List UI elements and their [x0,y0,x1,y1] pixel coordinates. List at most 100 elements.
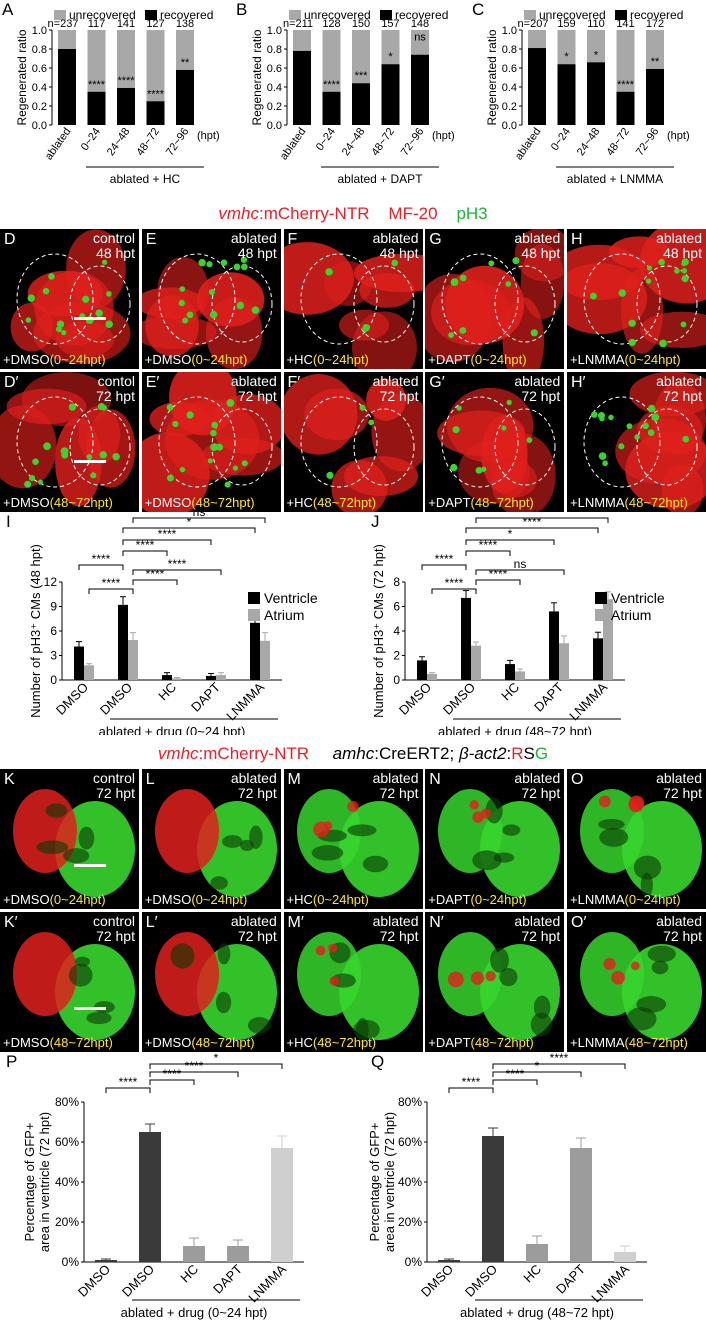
y-tick-label: 0.6 [267,63,282,75]
x-tick-label: DAPT [210,1261,245,1296]
sig-label: * [187,515,192,529]
atrium-tissue [154,789,219,873]
ph3-nucleus [224,481,231,488]
state-label: ablated [514,373,561,389]
treatment-label: +LNMMA(0~24hpt) [570,892,681,907]
tissue-red [6,388,87,425]
red-spot [630,961,640,971]
red-spot [471,971,485,985]
drug-label: +LNMMA [570,1035,625,1050]
group-label: ablated + drug (48~72 hpt) [438,724,592,735]
treatment-label: +DMSO(48~72hpt) [3,1035,113,1050]
micrograph [583,372,706,512]
time-label: 72 hpt [663,785,702,801]
bar-ventricle [118,604,128,680]
bar [139,1132,161,1262]
micrograph [580,932,702,1040]
time-window-label: (48~72hpt) [470,495,534,510]
drug-label: +DMSO [144,1035,192,1050]
ph3-nucleus [505,281,512,287]
drug-label: +DAPT [428,352,471,367]
bar-atrium [603,599,613,680]
sig-label: ** [651,56,660,68]
micrograph [438,932,561,1040]
sig-label: **** [185,1059,204,1073]
x-tick-label: DMSO [462,1262,500,1300]
legend-atrium: Atrium [264,607,304,623]
sig-label: ns [414,32,426,44]
micrograph [283,374,423,512]
ph3-nucleus [682,435,690,443]
sig-bracket [492,1079,538,1085]
bar-unrecovered [322,30,341,92]
bar-ventricle [74,646,84,680]
image-panel-f-prime: F′ ablated 72 hpt +HC(48~72hpt) [283,372,423,512]
panel-letter-j: J [371,512,380,531]
sig-label: **** [168,557,187,571]
x-tick-label: DMSO [396,680,434,718]
bar-unrecovered [146,30,165,102]
bar-unrecovered [117,30,135,88]
trabeculae [239,839,254,852]
ph3-nucleus [68,403,77,411]
sig-label: **** [117,75,135,87]
time-label: 72 hpt [379,388,419,404]
bact-label: β-act2 [458,744,507,763]
x-tick-label: DMSO [440,680,478,718]
x-tick-label: DMSO [97,680,135,718]
trabeculae [78,826,95,850]
ph3-nucleus [209,429,217,437]
g-label: G [534,744,549,763]
n-label: n=211 [283,18,313,30]
x-tick-label: HC [520,1262,544,1286]
row2-header: vmhc:mCherry-NTR MF-20 pH3 [0,204,706,224]
ph3-nucleus [86,454,93,460]
bar-ventricle [250,622,260,680]
ph3-nucleus [181,317,188,324]
image-panel-m-prime: M′ ablated 72 hpt +HC(48~72hpt) [283,912,423,1052]
trabeculae [346,824,377,837]
y-tick-label: 1.0 [32,25,47,37]
treatment-label: +DAPT(48~72hpt) [428,1035,534,1050]
ph3-nucleus [674,268,680,274]
x-tick-label: 48~72 [134,126,162,158]
time-window-label: (48~72hpt) [191,1035,255,1050]
condition-label: contol 72 hpt [96,374,135,404]
sig-bracket [122,539,212,545]
sig-bracket [149,1071,239,1077]
time-label: 72 hpt [237,928,277,944]
micrograph [283,242,423,369]
group-label: ablated + drug (48~72 hpt) [460,1305,614,1320]
ph3-nucleus [626,423,633,430]
time-window-label: (0~24hpt) [49,892,106,907]
y-tick-label: 20% [55,1215,79,1229]
treatment-label: +DAPT(48~72hpt) [428,495,534,510]
sig-bracket [122,550,168,556]
y-tick-label: 40% [55,1175,79,1189]
x-tick-label: 48~72 [369,126,397,158]
tissue-red [365,378,406,421]
condition-label: ablated 72 hpt [373,771,419,801]
trabeculae [362,855,388,873]
panel-letter: D [4,231,16,248]
panel-letter: M [287,771,301,788]
panel-letter: K [4,771,15,788]
ph3-nucleus [28,475,36,482]
bar-atrium [559,643,569,680]
state-label: ablated [656,770,702,786]
panel-letter-b: B [236,0,248,19]
bar-atrium [172,678,182,680]
sig-bracket [149,1063,283,1069]
bar-unrecovered [616,30,635,92]
panel-letter: G′ [429,374,445,391]
r-label: R [511,744,524,763]
state-label: ablated [514,770,561,786]
trabeculae [86,1011,112,1025]
trabeculae [215,991,231,1014]
drug-label: +DAPT [428,1035,471,1050]
bar-recovered [616,91,635,125]
drug-label: +DMSO [3,892,50,907]
condition-label: ablated 72 hpt [656,914,702,944]
sig-label: * [508,527,513,541]
